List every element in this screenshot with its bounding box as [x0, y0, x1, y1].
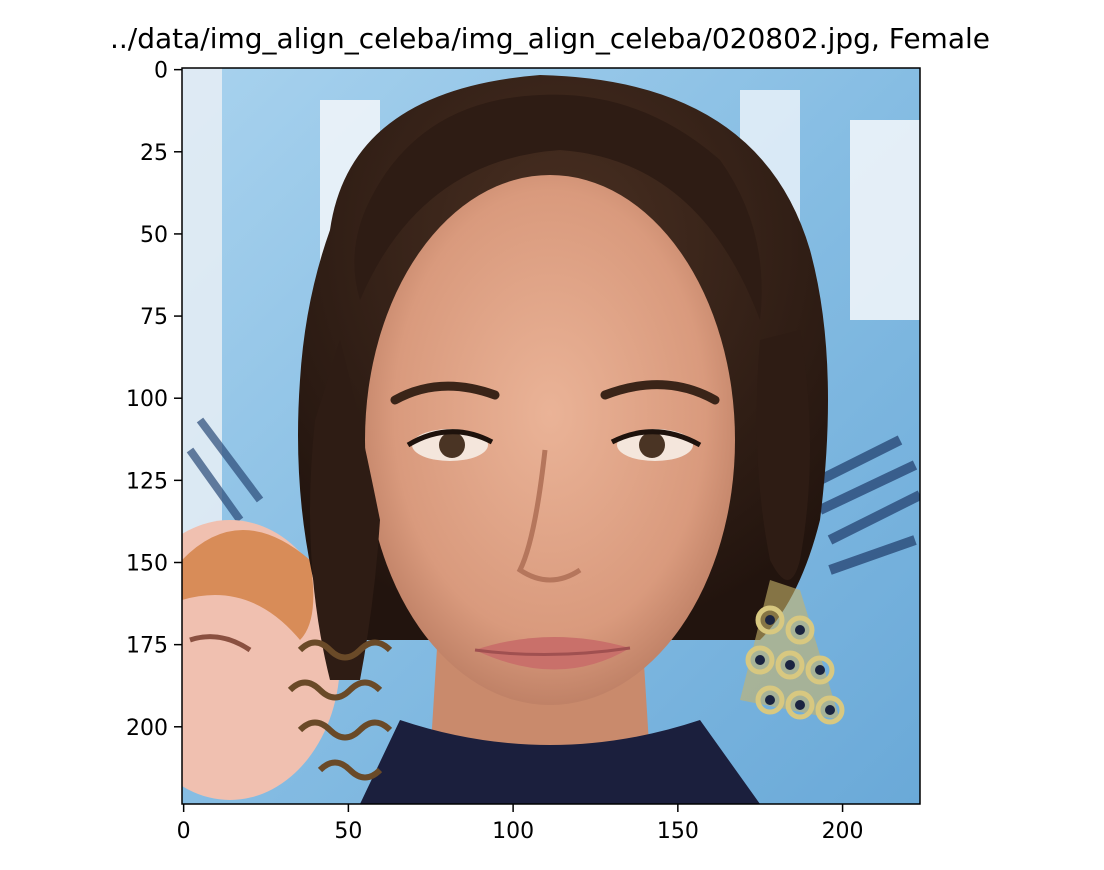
x-tick-label: 150: [657, 819, 699, 844]
x-tick-label: 200: [822, 819, 864, 844]
axes-frame: [181, 67, 921, 805]
y-tick-label: 175: [126, 634, 168, 659]
earring-shape: [740, 580, 845, 725]
y-tick-label: 125: [126, 469, 168, 494]
x-axis: 0 50 100 150 200: [177, 804, 864, 844]
x-tick-label: 0: [177, 819, 191, 844]
y-tick-label: 150: [126, 552, 168, 577]
y-tick-label: 50: [140, 223, 168, 248]
celebrity-face-photo: [182, 68, 920, 804]
y-tick-label: 0: [154, 59, 168, 84]
x-tick-label: 100: [492, 819, 534, 844]
figure-title: ../data/img_align_celeba/img_align_celeb…: [110, 22, 990, 55]
y-tick-label: 100: [126, 387, 168, 412]
y-tick-label: 75: [140, 305, 168, 330]
x-tick-label: 50: [334, 819, 362, 844]
y-tick-label: 25: [140, 141, 168, 166]
y-tick-label: 200: [126, 716, 168, 741]
y-axis: 0 25 50 75 100 125 150 175 200: [126, 59, 182, 741]
